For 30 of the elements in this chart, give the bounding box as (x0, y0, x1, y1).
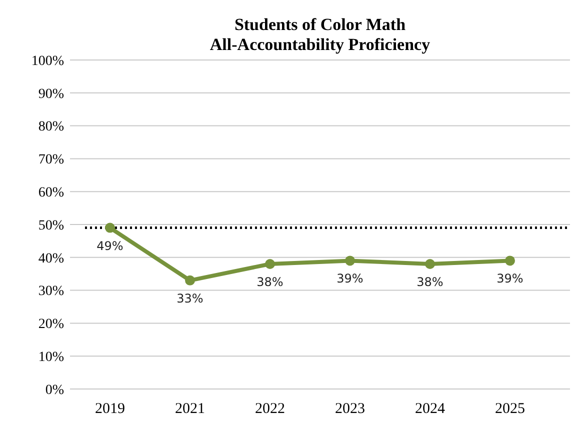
y-tick-label: 40% (38, 251, 64, 266)
point (265, 258, 275, 269)
x-tick-label: 2025 (495, 401, 525, 417)
x-tick-label: 2022 (255, 401, 285, 417)
point (345, 256, 355, 266)
y-tick-label: 10% (38, 350, 64, 365)
data-label: 39% (496, 272, 524, 286)
x-tick-label: 2024 (415, 401, 446, 417)
data-label: 38% (256, 274, 284, 289)
x-tick-label: 2023 (335, 401, 365, 417)
chart-title: Students of Color Math All-Accountability Proficiency (210, 15, 431, 54)
data-label: 38% (416, 274, 444, 289)
data-label: 33% (176, 291, 204, 306)
point (505, 256, 515, 266)
y-tick-label: 80% (38, 120, 64, 135)
y-tick-label: 20% (38, 317, 64, 332)
data-label: 39% (336, 272, 364, 286)
y-tick-label: 60% (38, 186, 64, 200)
y-tick-label: 50% (38, 218, 64, 234)
x-tick-label: 2019 (95, 401, 125, 417)
data-label: 49% (96, 238, 124, 253)
point (105, 222, 115, 233)
y-tick-label: 70% (38, 152, 64, 168)
y-tick-label: 30% (38, 284, 64, 300)
y-tick-label: 100% (31, 54, 64, 69)
x-tick-label: 2021 (175, 401, 205, 417)
point (425, 258, 435, 269)
point (185, 275, 195, 286)
y-tick-label: 90% (38, 86, 64, 102)
y-tick-label: 0% (45, 382, 64, 398)
